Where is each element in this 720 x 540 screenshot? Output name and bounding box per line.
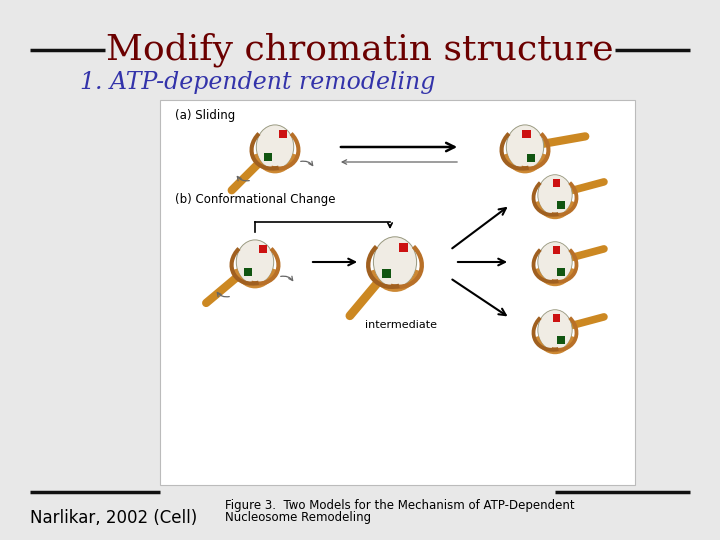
Bar <box>382 269 391 279</box>
Ellipse shape <box>538 175 572 215</box>
Text: Figure 3.  Two Models for the Mechanism of ATP-Dependent: Figure 3. Two Models for the Mechanism o… <box>225 498 575 511</box>
Ellipse shape <box>538 242 572 282</box>
Text: 1. ATP-dependent remodeling: 1. ATP-dependent remodeling <box>80 71 436 93</box>
Bar <box>258 245 267 253</box>
Bar <box>264 153 272 161</box>
Ellipse shape <box>506 125 544 169</box>
Bar <box>557 201 564 209</box>
Text: Nucleosome Remodeling: Nucleosome Remodeling <box>225 511 371 524</box>
Bar <box>557 268 564 276</box>
Bar <box>553 246 560 254</box>
Ellipse shape <box>236 240 274 284</box>
Text: (a) Sliding: (a) Sliding <box>175 109 235 122</box>
Bar <box>553 179 560 187</box>
Bar <box>244 268 252 276</box>
Bar <box>553 314 560 322</box>
Ellipse shape <box>374 237 417 287</box>
FancyBboxPatch shape <box>160 100 635 485</box>
Ellipse shape <box>538 310 572 350</box>
Text: (b) Conformational Change: (b) Conformational Change <box>175 193 336 206</box>
Bar <box>400 243 408 252</box>
Text: Narlikar, 2002 (Cell): Narlikar, 2002 (Cell) <box>30 509 197 527</box>
Ellipse shape <box>256 125 294 169</box>
Text: intermediate: intermediate <box>365 320 437 330</box>
Bar <box>527 154 536 163</box>
Bar <box>523 130 531 138</box>
Bar <box>279 130 287 138</box>
Bar <box>557 336 564 344</box>
Text: Modify chromatin structure: Modify chromatin structure <box>106 33 614 68</box>
